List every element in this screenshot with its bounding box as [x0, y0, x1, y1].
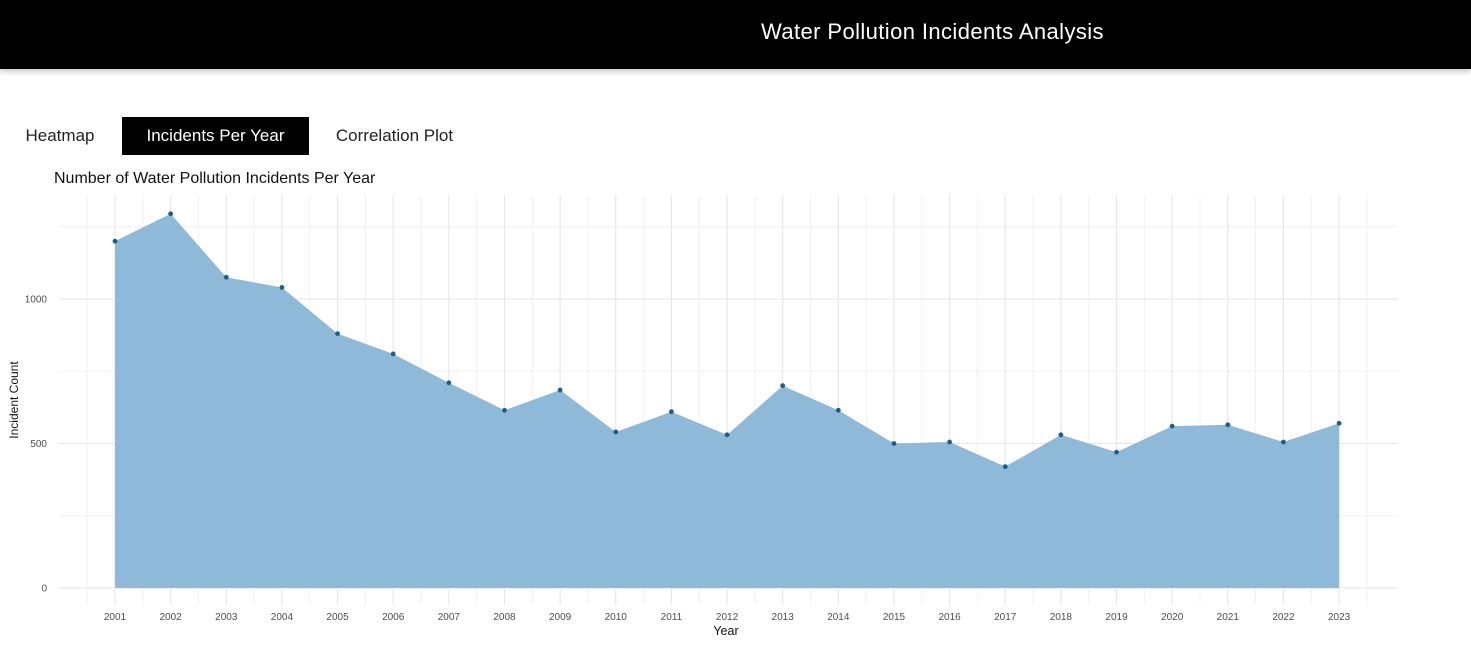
- data-point: [1114, 449, 1119, 455]
- data-point: [891, 441, 897, 446]
- app-header: Water Pollution Incidents Analysis: [0, 0, 1471, 69]
- x-tick-label: 2020: [1161, 612, 1184, 623]
- x-tick-label: 2008: [493, 612, 516, 623]
- x-tick-label: 2021: [1217, 612, 1240, 623]
- x-tick-label: 2009: [549, 612, 572, 623]
- x-tick-label: 2023: [1328, 612, 1351, 623]
- x-tick-label: 2013: [772, 612, 795, 623]
- x-tick-label: 2022: [1272, 612, 1295, 623]
- data-point: [279, 285, 285, 290]
- data-point: [390, 351, 396, 357]
- x-tick-label: 2018: [1050, 612, 1073, 623]
- x-tick-label: 2002: [160, 612, 183, 623]
- x-tick-label: 2015: [883, 612, 906, 623]
- tab-heatmap[interactable]: Heatmap: [25, 126, 95, 145]
- y-tick-label: 500: [30, 439, 47, 450]
- data-point: [835, 407, 841, 413]
- app-title: Water Pollution Incidents Analysis: [761, 19, 1104, 44]
- data-point: [557, 387, 563, 393]
- data-point: [168, 211, 174, 217]
- x-tick-label: 2010: [605, 612, 628, 623]
- data-point: [223, 274, 229, 280]
- x-tick-label: 2017: [994, 612, 1017, 623]
- y-tick-label: 1000: [25, 295, 48, 306]
- data-point: [1225, 422, 1231, 428]
- data-point: [335, 331, 340, 337]
- y-tick-label: 0: [41, 584, 47, 595]
- data-point: [780, 383, 786, 389]
- data-point: [1002, 464, 1008, 470]
- chart-title: Number of Water Pollution Incidents Per …: [54, 170, 376, 187]
- data-point: [446, 380, 452, 386]
- x-tick-label: 2012: [716, 612, 739, 623]
- x-tick-label: 2003: [215, 612, 238, 623]
- x-tick-label: 2016: [938, 612, 961, 623]
- data-point: [1058, 432, 1064, 438]
- data-point: [613, 429, 619, 435]
- data-point: [112, 238, 118, 244]
- x-tick-label: 2007: [438, 612, 461, 623]
- y-axis-label: Incident Count: [7, 361, 21, 439]
- area-series: [115, 213, 1340, 588]
- tab-incidents-per-year[interactable]: Incidents Per Year: [122, 117, 309, 155]
- x-tick-label: 2011: [661, 612, 683, 623]
- x-tick-label: 2014: [827, 612, 850, 623]
- data-point: [1281, 439, 1286, 445]
- data-point: [947, 439, 952, 445]
- x-axis-label: Year: [713, 624, 739, 638]
- data-point: [1336, 420, 1342, 426]
- data-point: [1169, 423, 1175, 429]
- x-tick-label: 2019: [1105, 612, 1128, 623]
- data-point: [724, 432, 730, 438]
- x-tick-label: 2004: [271, 612, 294, 623]
- x-tick-label: 2006: [382, 612, 405, 623]
- x-tick-label: 2005: [326, 612, 349, 623]
- data-point: [669, 409, 674, 415]
- x-tick-label: 2001: [104, 612, 127, 623]
- tab-correlation-plot[interactable]: Correlation Plot: [335, 126, 454, 145]
- data-point: [502, 407, 507, 413]
